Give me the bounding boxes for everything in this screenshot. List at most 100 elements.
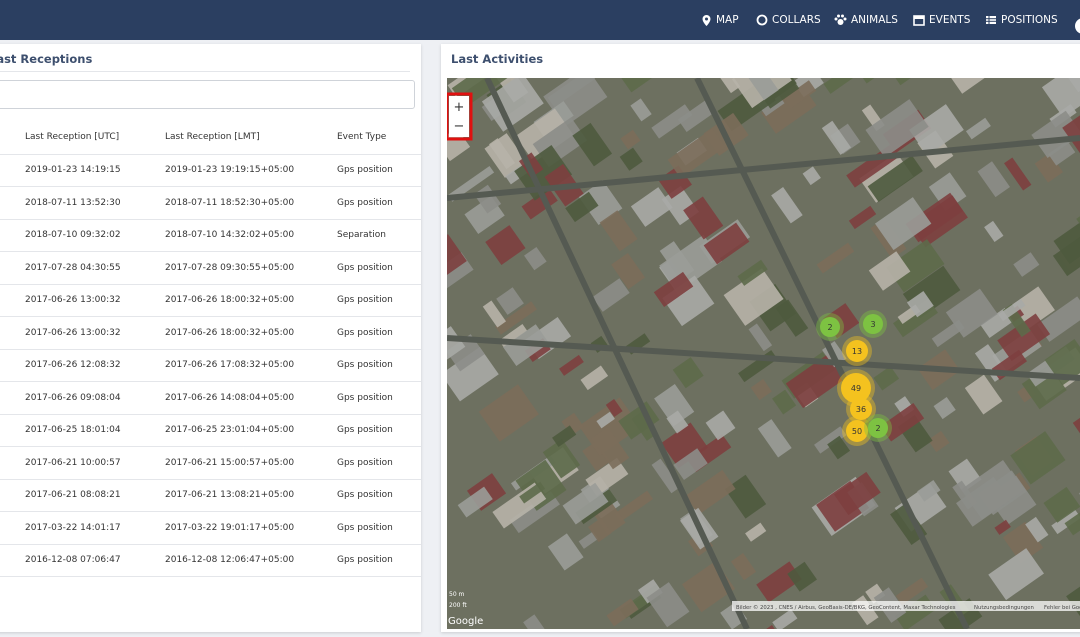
cluster-count[interactable]: 2 bbox=[875, 424, 880, 433]
building bbox=[524, 246, 547, 271]
building bbox=[592, 278, 630, 312]
table-cell: 2017-03-22 14:01:17 bbox=[25, 522, 121, 533]
building bbox=[718, 78, 741, 94]
search-input[interactable] bbox=[0, 80, 415, 109]
building bbox=[906, 290, 934, 318]
building bbox=[562, 482, 609, 525]
nav-label[interactable]: ANIMALS bbox=[851, 14, 898, 26]
building bbox=[578, 180, 623, 226]
table-cell: 2017-06-21 08:08:21 bbox=[25, 490, 121, 500]
scale-label: 200 ft bbox=[449, 602, 467, 609]
nav-item[interactable]: POSITIONS bbox=[985, 13, 1058, 27]
table-cell: 2017-06-26 12:08:32 bbox=[25, 360, 121, 370]
cluster[interactable] bbox=[846, 340, 868, 362]
building bbox=[638, 579, 663, 604]
nav-item[interactable]: EVENTS bbox=[913, 13, 970, 27]
building bbox=[1025, 516, 1049, 543]
building bbox=[582, 441, 611, 472]
zoom-in[interactable]: + bbox=[454, 100, 465, 115]
cluster-count[interactable]: 13 bbox=[852, 347, 862, 356]
building bbox=[1043, 486, 1080, 523]
cluster-count[interactable]: 2 bbox=[827, 323, 832, 332]
table-cell: 2016-12-08 07:06:47 bbox=[25, 555, 121, 565]
cluster[interactable] bbox=[841, 373, 871, 403]
nav-item[interactable]: ANIMALS bbox=[834, 13, 898, 27]
building bbox=[572, 122, 613, 167]
nav-label[interactable]: EVENTS bbox=[929, 14, 971, 26]
card-title: Last Receptions bbox=[0, 52, 93, 66]
nav-item[interactable]: COLLARS bbox=[756, 13, 821, 27]
table-cell: 2017-06-26 13:00:32 bbox=[25, 295, 121, 305]
cluster-count[interactable]: 3 bbox=[870, 320, 875, 329]
building bbox=[858, 78, 876, 84]
building bbox=[599, 210, 638, 252]
cluster[interactable] bbox=[868, 418, 888, 438]
cluster-count[interactable]: 36 bbox=[856, 405, 866, 414]
building bbox=[1004, 157, 1032, 191]
building bbox=[1034, 153, 1064, 183]
zoom-out[interactable]: − bbox=[454, 119, 465, 134]
building bbox=[1011, 286, 1055, 329]
building bbox=[542, 438, 581, 479]
row-line bbox=[0, 413, 421, 415]
building bbox=[667, 128, 726, 179]
cluster-count[interactable]: 49 bbox=[851, 384, 861, 393]
table-cell: 2018-07-11 18:52:30+05:00 bbox=[165, 197, 295, 208]
building bbox=[614, 490, 654, 522]
building bbox=[496, 287, 524, 315]
building bbox=[833, 471, 881, 516]
building bbox=[559, 354, 584, 376]
scale-label: 50 m bbox=[449, 591, 465, 598]
nav-label[interactable]: MAP bbox=[716, 14, 739, 26]
building bbox=[720, 602, 748, 629]
avatar[interactable] bbox=[1075, 18, 1080, 34]
building bbox=[783, 80, 817, 109]
table-cell: 2018-07-11 13:52:30 bbox=[25, 197, 121, 208]
table-cell: 2017-06-26 09:08:04 bbox=[25, 392, 121, 403]
report-link[interactable]: Fehler bei Google melden bbox=[1044, 605, 1080, 611]
table-cell: 2017-06-26 18:00:32+05:00 bbox=[165, 327, 295, 338]
building bbox=[950, 78, 999, 94]
building bbox=[821, 120, 852, 155]
cluster[interactable] bbox=[863, 314, 883, 334]
building bbox=[547, 533, 584, 571]
table-cell: 2017-07-28 04:30:55 bbox=[25, 262, 121, 273]
row-line bbox=[0, 316, 421, 317]
building bbox=[1062, 109, 1080, 157]
table-cell: 2017-06-21 10:00:57 bbox=[25, 457, 121, 468]
building bbox=[646, 582, 690, 628]
terms-link[interactable]: Nutzungsbedingungen bbox=[974, 605, 1034, 611]
map[interactable]: 2 3 13 49 36 50 2 + − 50 m 200 ft Bilder © 2023 , C… bbox=[447, 78, 1080, 629]
building bbox=[1064, 78, 1080, 93]
row-line bbox=[0, 348, 421, 350]
row-line bbox=[0, 446, 421, 447]
building bbox=[1002, 521, 1044, 564]
row-line bbox=[0, 218, 421, 220]
building bbox=[596, 411, 615, 429]
building bbox=[587, 517, 612, 543]
building bbox=[519, 481, 546, 504]
building bbox=[447, 346, 499, 402]
building bbox=[771, 187, 803, 224]
cluster[interactable] bbox=[850, 398, 872, 420]
row-line bbox=[0, 478, 421, 480]
building bbox=[630, 98, 652, 122]
nav-label[interactable]: POSITIONS bbox=[1001, 14, 1058, 26]
building bbox=[867, 155, 923, 202]
row-line bbox=[0, 154, 421, 155]
table-cell: 2017-03-22 19:01:17+05:00 bbox=[165, 522, 295, 533]
map-imagery bbox=[447, 78, 1080, 629]
cluster[interactable] bbox=[820, 317, 840, 337]
building bbox=[482, 300, 507, 328]
nav-label[interactable]: COLLARS bbox=[772, 14, 821, 26]
cluster[interactable] bbox=[846, 420, 868, 442]
building bbox=[1010, 431, 1066, 485]
nav-item[interactable]: MAP bbox=[701, 13, 739, 27]
column-header: Last Reception [LMT] bbox=[165, 132, 260, 142]
building bbox=[785, 353, 846, 409]
cluster-count[interactable]: 50 bbox=[852, 427, 862, 436]
building bbox=[515, 108, 574, 163]
building bbox=[1013, 252, 1040, 277]
building bbox=[952, 480, 978, 510]
